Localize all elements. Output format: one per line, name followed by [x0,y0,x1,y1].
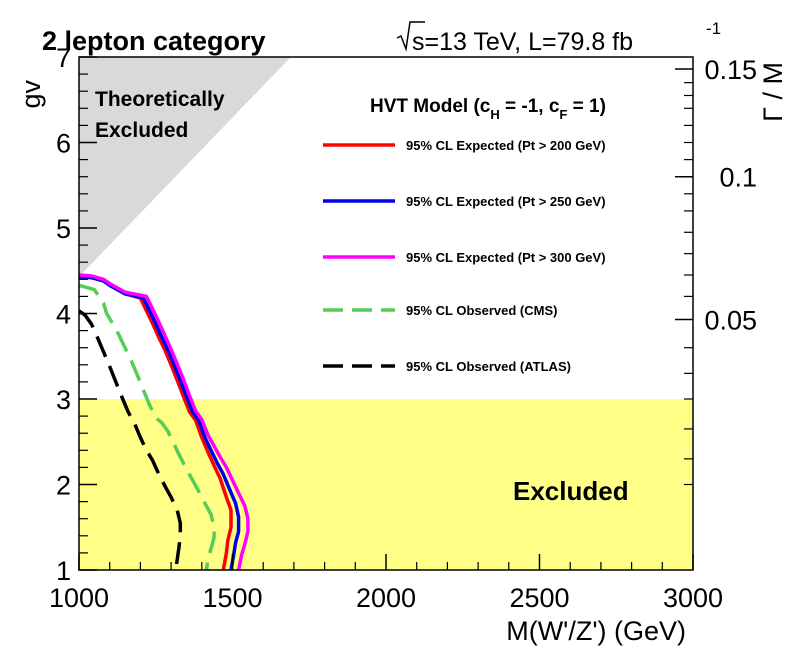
legend-label-1: 95% CL Expected (Pt > 200 GeV) [406,138,606,153]
excluded-band-label: Excluded [513,476,629,506]
y-axis-ticks: 1 2 3 4 5 6 7 [56,43,97,586]
limit-curve-4 [79,283,216,570]
x-tick-label: 3000 [663,583,723,613]
legend-items: 95% CL Expected (Pt > 200 GeV) 95% CL Exp… [323,138,606,374]
y-tick-label: 3 [56,385,71,415]
legend-label-4: 95% CL Observed (CMS) [406,303,557,318]
x-axis-label: M(W'/Z') (GeV) [506,616,686,646]
legend-label-5: 95% CL Observed (ATLAS) [406,359,571,374]
lumi-superscript: -1 [706,19,721,38]
y-tick-label: 6 [56,129,71,159]
y-axis-label: gv [16,80,46,109]
limit-curve-5 [79,309,183,570]
x-tick-label: 1500 [202,583,262,613]
legend-label-2: 95% CL Expected (Pt > 250 GeV) [406,194,606,209]
limit-curve-3 [79,273,250,570]
right-tick-label: 0.15 [704,55,757,85]
legend-title: HVT Model (cH = -1, cF = 1) [370,96,606,122]
x-tick-label: 2500 [509,583,569,613]
x-tick-label: 1000 [49,583,109,613]
limit-curve-2 [79,274,241,570]
theory-excluded-label-line1: Theoretically [95,88,225,111]
y-tick-label: 7 [56,43,71,73]
x-tick-label: 2000 [356,583,416,613]
energy-lumi-label: s=13 TeV, L=79.8 fb -1 [396,19,721,56]
y-tick-label: 2 [56,471,71,501]
right-axis-label: Γ / M [758,62,788,122]
right-tick-label: 0.05 [704,305,757,335]
y-tick-label: 5 [56,214,71,244]
y-tick-label: 4 [56,300,71,330]
legend-label-3: 95% CL Expected (Pt > 300 GeV) [406,250,606,265]
theoretically-excluded-region [79,57,291,277]
x-axis-ticks: 1000 1500 2000 2500 3000 [49,554,723,613]
theory-excluded-label-line2: Excluded [95,119,188,142]
right-tick-label: 0.1 [719,163,757,193]
y-tick-label: 1 [56,556,71,586]
chart-title: 2 lepton category [42,26,266,56]
right-axis-ticks: 0.05 0.1 0.15 [675,55,757,486]
energy-label: s=13 TeV, L=79.8 fb [412,28,633,56]
sqrt-symbol [396,21,425,52]
legend: HVT Model (cH = -1, cF = 1) 95% CL Expec… [323,96,606,374]
limit-curves [79,273,250,570]
excluded-region-band [79,399,693,570]
